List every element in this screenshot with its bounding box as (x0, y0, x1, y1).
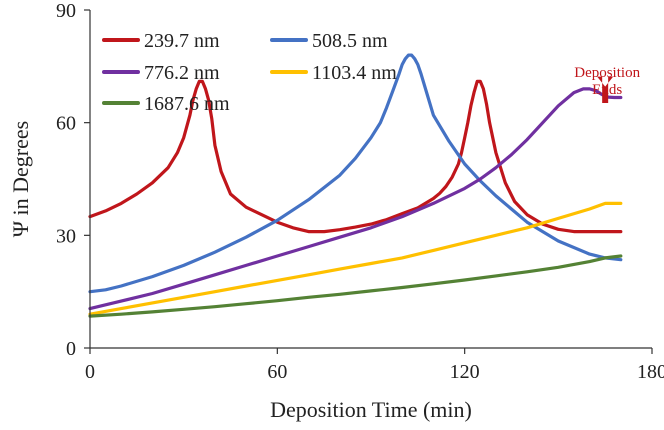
legend-label: 1687.6 nm (144, 93, 230, 115)
series-line-3 (88, 87, 623, 311)
deposition-ends-annotation: Deposition Ends (574, 65, 641, 103)
down-arrow-icon (597, 76, 614, 103)
series-line-2 (88, 53, 623, 294)
y-tick-label: 90 (56, 0, 76, 22)
legend-item: 1687.6 nm (102, 93, 230, 115)
series-line-5 (88, 254, 623, 318)
y-axis-title: Ψ in Degrees (8, 121, 33, 237)
x-tick-label: 0 (85, 361, 95, 383)
x-tick-label: 180 (637, 361, 664, 383)
annotation-text-line-1: Deposition (574, 65, 640, 81)
legend-item: 508.5 nm (270, 30, 388, 52)
legend-label: 508.5 nm (312, 30, 388, 52)
x-tick-label: 60 (267, 361, 287, 383)
y-tick-label: 30 (56, 225, 76, 247)
axes (89, 10, 652, 349)
y-tick-label: 60 (56, 113, 76, 135)
series-line-4 (88, 201, 623, 316)
legend: 239.7 nm 508.5 nm 776.2 nm 1103.4 nm 1687.6 … (102, 30, 397, 115)
legend-label: 776.2 nm (144, 62, 220, 84)
x-tick-label: 120 (450, 361, 480, 383)
series-line-1 (88, 79, 623, 234)
legend-item: 1103.4 nm (270, 62, 397, 84)
x-axis-title: Deposition Time (min) (270, 397, 472, 422)
legend-label: 1103.4 nm (312, 62, 397, 84)
legend-item: 239.7 nm (102, 30, 220, 52)
y-tick-label: 0 (66, 338, 76, 360)
legend-item: 776.2 nm (102, 62, 220, 84)
series-layer (88, 53, 623, 318)
ticks: 0 60 120 180 0 30 60 90 (56, 0, 664, 383)
legend-label: 239.7 nm (144, 30, 220, 52)
